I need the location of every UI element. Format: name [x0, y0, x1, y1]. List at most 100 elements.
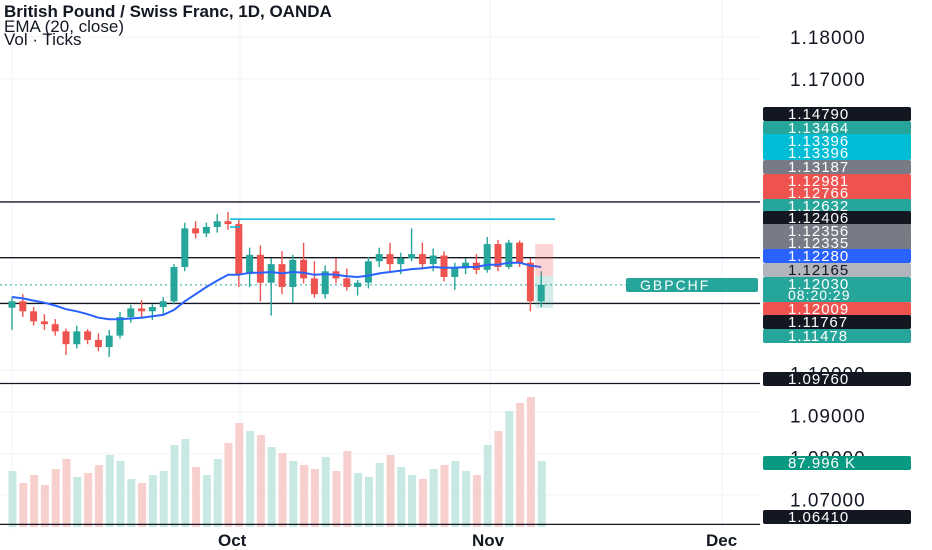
candle-body[interactable] — [224, 221, 232, 225]
ema-legend[interactable]: EMA (20, close) — [4, 17, 124, 36]
countdown-bg — [763, 289, 911, 302]
volume-bar — [159, 471, 168, 527]
price-label-bg — [763, 277, 911, 291]
candle-body[interactable] — [526, 262, 534, 302]
volume-bar — [408, 475, 417, 527]
candle-body[interactable] — [202, 226, 210, 234]
volume-bar — [19, 483, 28, 527]
volume-bar — [332, 471, 341, 527]
candle-body[interactable] — [19, 301, 27, 312]
candle-body[interactable] — [516, 242, 524, 263]
volume-bar — [213, 459, 222, 527]
stop-loss-zone[interactable] — [535, 244, 554, 276]
price-label-bg — [763, 146, 911, 160]
price-tick-label: 1.09000 — [790, 406, 866, 427]
volume-bar — [192, 467, 201, 527]
candle-body[interactable] — [246, 254, 254, 275]
candle-body[interactable] — [105, 335, 113, 348]
volume-bar — [202, 475, 211, 527]
candle-body[interactable] — [278, 264, 286, 287]
volume-bar — [375, 463, 384, 527]
candle-body[interactable] — [159, 301, 167, 308]
volume-bar — [278, 453, 287, 527]
volume-bar — [386, 455, 395, 527]
candle-body[interactable] — [138, 308, 146, 312]
candle-body[interactable] — [386, 254, 394, 265]
price-label-8: 1.12406 — [788, 210, 849, 227]
candle-body[interactable] — [148, 307, 156, 312]
candle-body[interactable] — [408, 254, 416, 259]
candle-body[interactable] — [505, 242, 513, 267]
candle-body[interactable] — [375, 254, 383, 262]
volume-bars — [8, 397, 546, 527]
volume-legend[interactable]: Vol · Ticks — [4, 30, 82, 49]
candle-body[interactable] — [494, 244, 502, 267]
volume-bar — [8, 471, 17, 527]
candle-body[interactable] — [73, 331, 81, 345]
volume-value-bg — [763, 456, 911, 470]
price-label-bg — [763, 302, 911, 316]
candle-body[interactable] — [354, 282, 362, 287]
candle-body[interactable] — [213, 221, 221, 227]
volume-bar — [181, 439, 190, 527]
volume-bar — [138, 483, 147, 527]
candle-body[interactable] — [483, 244, 491, 270]
candle-body[interactable] — [343, 278, 351, 287]
candle-body[interactable] — [321, 271, 329, 295]
volume-bar — [51, 469, 60, 527]
candle-body[interactable] — [62, 331, 70, 345]
volume-bar — [537, 461, 546, 527]
candle-body[interactable] — [94, 339, 102, 348]
horizontal-lines[interactable] — [0, 201, 760, 526]
candle-body[interactable] — [51, 324, 59, 332]
price-label-12: 1.12165 — [788, 262, 849, 279]
volume-bar — [105, 455, 114, 527]
candle-body[interactable] — [429, 255, 437, 265]
candle-body[interactable] — [40, 321, 48, 325]
candle-body[interactable] — [440, 255, 448, 277]
candle-body[interactable] — [451, 268, 459, 277]
price-label-13: 1.12030 — [788, 276, 849, 293]
candle-body[interactable] — [256, 254, 264, 283]
candle-body[interactable] — [235, 224, 243, 275]
take-profit-zone[interactable] — [535, 276, 554, 308]
candle-body[interactable] — [116, 317, 124, 336]
volume-bar — [462, 471, 471, 527]
candle-body[interactable] — [267, 264, 275, 283]
price-label-2: 1.13396 — [788, 133, 849, 150]
candle-body[interactable] — [364, 261, 372, 283]
price-label-bg — [763, 211, 911, 225]
price-label-bg — [763, 315, 911, 329]
candle-body[interactable] — [30, 311, 38, 322]
price-label-bg — [763, 134, 911, 148]
candle-body[interactable] — [8, 301, 16, 308]
candle-body[interactable] — [462, 262, 470, 269]
volume-bar — [62, 459, 71, 527]
candle-body[interactable] — [418, 254, 426, 265]
candle-body[interactable] — [537, 284, 545, 302]
candle-body[interactable] — [289, 259, 297, 287]
candle-body[interactable] — [181, 228, 189, 267]
volume-bar — [440, 465, 449, 527]
volume-bar — [483, 445, 492, 527]
price-label-11: 1.12280 — [788, 248, 849, 265]
candle-body[interactable] — [170, 266, 178, 302]
volume-bar — [116, 461, 125, 527]
candle-body[interactable] — [127, 308, 135, 318]
volume-bar — [30, 475, 39, 527]
candle-body[interactable] — [310, 278, 318, 295]
candle-body[interactable] — [84, 331, 92, 340]
price-axis: 1.180001.170001.100001.090001.080001.070… — [763, 28, 911, 526]
candle-body[interactable] — [192, 228, 200, 234]
candles[interactable] — [8, 211, 545, 358]
volume-bar — [494, 431, 503, 527]
chart-title: British Pound / Swiss Franc, 1D, OANDA — [4, 2, 332, 21]
price-label-bg — [763, 510, 911, 524]
volume-bar — [472, 475, 481, 527]
candle-body[interactable] — [397, 258, 405, 265]
annotations[interactable]: GBPCHF — [230, 218, 758, 308]
symbol-tag-bg[interactable] — [626, 278, 758, 292]
price-label-bg — [763, 160, 911, 174]
candle-body[interactable] — [300, 259, 308, 279]
